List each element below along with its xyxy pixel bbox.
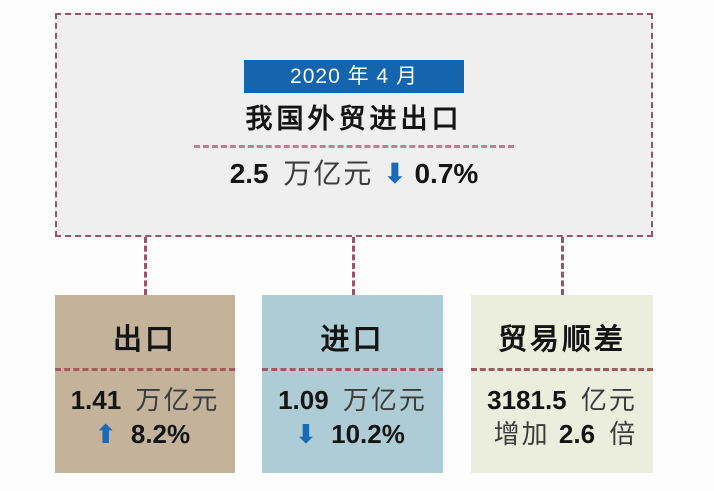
connector-line-export: [144, 237, 147, 295]
card-surplus: 贸易顺差 3181.5 亿元 增加 2.6 倍: [471, 295, 653, 473]
card-export-value-line: 1.41 万亿元: [55, 383, 235, 417]
connector-line-surplus: [561, 237, 564, 295]
card-import-divider: [262, 368, 443, 371]
summary-unit: 万亿元: [283, 158, 374, 189]
card-import-change-line: ⬇ 10.2%: [262, 417, 443, 451]
card-surplus-change-prefix: 增加: [493, 419, 559, 449]
card-export-value: 1.41: [70, 385, 122, 415]
card-export-title: 出口: [112, 323, 177, 356]
card-import-change: 10.2%: [331, 419, 405, 449]
card-import-title: 进口: [320, 323, 385, 356]
card-surplus-change-suffix: 倍: [609, 419, 638, 449]
card-import-values: 1.09 万亿元 ⬇ 10.2%: [262, 371, 443, 451]
card-export-change-line: ⬆ 8.2%: [55, 417, 235, 451]
card-surplus-divider: [471, 368, 653, 371]
card-surplus-value-line: 3181.5 亿元: [471, 383, 653, 417]
card-surplus-unit: 亿元: [580, 385, 637, 415]
card-import-value-line: 1.09 万亿元: [262, 383, 443, 417]
down-arrow-icon: ⬇: [295, 419, 317, 449]
card-export-divider: [55, 368, 235, 371]
card-import: 进口 1.09 万亿元 ⬇ 10.2%: [262, 295, 443, 473]
card-export-unit: 万亿元: [135, 385, 220, 415]
card-surplus-values: 3181.5 亿元 增加 2.6 倍: [471, 371, 653, 451]
up-arrow-icon: ⬆: [94, 419, 117, 449]
summary-total-line: 2.5 万亿元 ⬇ 0.7%: [57, 157, 651, 191]
card-surplus-value: 3181.5: [487, 385, 567, 415]
card-import-unit: 万亿元: [342, 385, 427, 415]
summary-value: 2.5: [229, 158, 269, 189]
card-export: 出口 1.41 万亿元 ⬆ 8.2%: [55, 295, 235, 473]
summary-panel: 2020 年 4 月 我国外贸进出口 2.5 万亿元 ⬇ 0.7%: [55, 13, 653, 237]
card-export-values: 1.41 万亿元 ⬆ 8.2%: [55, 371, 235, 451]
card-import-value: 1.09: [278, 385, 329, 415]
card-surplus-change: 2.6: [558, 419, 596, 449]
down-arrow-icon: ⬇: [383, 158, 407, 189]
connector-line-import: [352, 237, 355, 295]
card-export-change: 8.2%: [130, 419, 191, 449]
summary-change: 0.7%: [414, 158, 479, 189]
card-surplus-change-line: 增加 2.6 倍: [471, 417, 653, 451]
panel-title: 我国外贸进出口: [245, 104, 463, 134]
summary-divider: [194, 145, 514, 148]
date-badge: 2020 年 4 月: [244, 60, 464, 93]
card-surplus-title: 贸易顺差: [497, 323, 626, 356]
